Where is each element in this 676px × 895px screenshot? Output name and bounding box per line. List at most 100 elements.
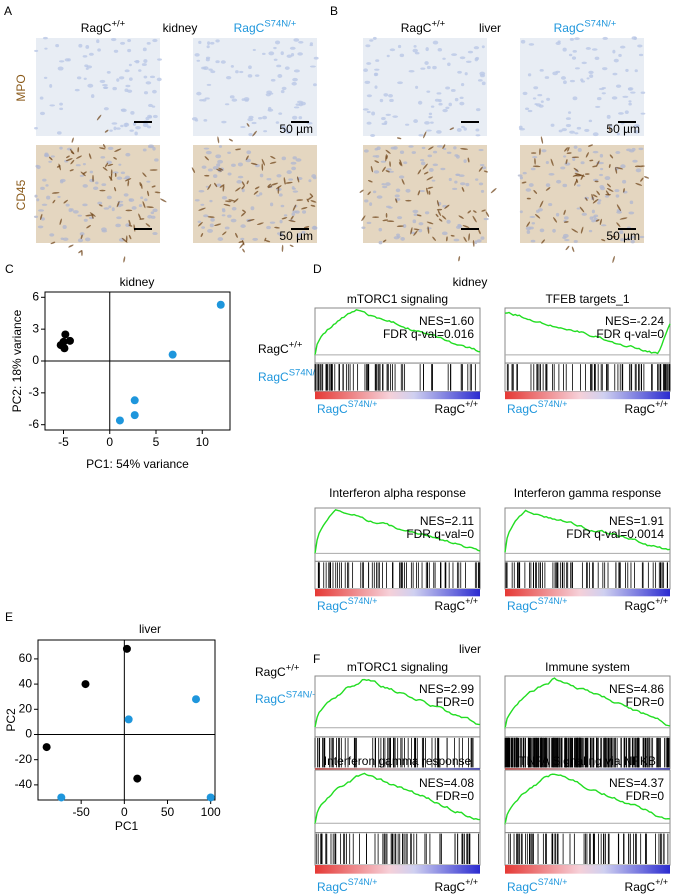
nucleus — [251, 121, 257, 125]
genotype-sup: +/+ — [465, 877, 478, 887]
stain — [535, 213, 541, 219]
gsea-title: mTORC1 signaling — [347, 660, 448, 674]
stain — [59, 218, 62, 226]
nucleus — [459, 56, 466, 60]
nucleus — [454, 97, 459, 102]
nucleus — [537, 93, 543, 97]
stain — [427, 226, 430, 234]
nucleus — [640, 91, 646, 94]
nucleus — [446, 219, 451, 224]
nucleus — [421, 146, 426, 150]
stain — [467, 210, 472, 214]
stain — [204, 156, 209, 161]
stain — [80, 171, 86, 177]
stain — [401, 178, 405, 185]
stain — [288, 219, 296, 223]
enrichment-curve — [504, 311, 671, 355]
stain — [619, 217, 628, 220]
nucleus — [550, 123, 555, 127]
gsea-title: mTORC1 signaling — [347, 292, 448, 306]
nucleus — [522, 171, 527, 175]
stain — [385, 213, 388, 218]
stain — [50, 241, 56, 245]
data-point — [115, 416, 124, 425]
nucleus — [600, 224, 607, 227]
nucleus — [59, 107, 64, 111]
stain — [89, 212, 96, 217]
genotype-sup: S74N/+ — [348, 399, 378, 409]
legend-entry: RagC+/+ — [255, 662, 300, 679]
nucleus — [82, 203, 88, 207]
stain — [468, 233, 470, 241]
stain — [606, 183, 611, 188]
nucleus — [597, 201, 601, 205]
nucleus — [291, 186, 295, 190]
nucleus — [34, 127, 38, 130]
stain — [436, 208, 443, 211]
nucleus — [111, 122, 118, 125]
stain — [88, 153, 92, 160]
stain — [462, 225, 470, 228]
nucleus — [205, 58, 210, 62]
stain — [574, 172, 582, 176]
panel-label: A — [4, 4, 12, 18]
data-point — [192, 695, 201, 704]
stain — [142, 201, 146, 209]
nucleus — [124, 69, 130, 73]
nucleus — [224, 103, 230, 106]
stain — [128, 234, 132, 240]
nucleus — [588, 119, 593, 123]
nucleus — [270, 78, 276, 82]
nucleus — [436, 145, 443, 148]
nucleus — [314, 226, 318, 230]
nucleus — [563, 80, 567, 85]
nucleus — [634, 69, 638, 73]
nucleus — [46, 195, 51, 200]
nucleus — [120, 124, 124, 128]
nucleus — [267, 106, 272, 111]
stain — [290, 215, 294, 220]
nucleus — [463, 127, 467, 131]
genotype-sup: S74N/+ — [538, 877, 568, 887]
nucleus — [64, 58, 70, 62]
nucleus — [215, 154, 222, 159]
stain — [563, 209, 566, 216]
nucleus — [384, 182, 391, 186]
nucleus — [630, 91, 636, 94]
nucleus — [33, 215, 39, 218]
y-tick-label: 3 — [32, 321, 39, 335]
stain — [473, 210, 477, 213]
nucleus — [102, 86, 109, 90]
nucleus — [109, 129, 113, 132]
stain — [385, 149, 391, 154]
stain — [623, 188, 625, 193]
stain — [608, 163, 611, 168]
nucleus — [411, 151, 417, 154]
stain — [605, 190, 610, 196]
gsea-title: Interferon alpha response — [329, 486, 466, 500]
nucleus — [48, 160, 52, 163]
stain — [611, 235, 617, 238]
nucleus — [537, 208, 543, 212]
nucleus — [262, 52, 266, 55]
nucleus — [60, 178, 66, 183]
stain — [596, 190, 600, 196]
stain — [372, 216, 380, 218]
nucleus — [637, 44, 643, 48]
stain — [264, 237, 267, 242]
nucleus — [125, 84, 131, 88]
x-axis-label: PC1 — [115, 819, 139, 833]
nucleus — [229, 95, 235, 99]
gsea-stat: NES=2.11 — [420, 514, 474, 528]
rank-gradient — [505, 391, 670, 400]
nucleus — [394, 194, 400, 198]
nucleus — [134, 131, 138, 136]
nucleus — [282, 128, 288, 132]
nucleus — [97, 48, 101, 52]
stain — [389, 161, 391, 167]
gsea-stat: NES=4.86 — [609, 682, 664, 696]
nucleus — [613, 58, 619, 63]
nucleus — [525, 107, 530, 111]
nucleus — [57, 195, 61, 198]
stain — [545, 187, 551, 191]
